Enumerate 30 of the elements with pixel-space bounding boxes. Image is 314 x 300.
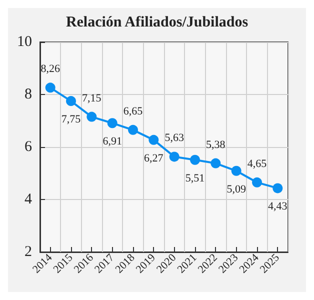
point bbox=[86, 112, 97, 122]
point bbox=[148, 134, 159, 145]
y-tick-label: 6 bbox=[24, 139, 32, 155]
data-label: 6,91 bbox=[102, 136, 122, 148]
data-label: 5,38 bbox=[206, 138, 226, 151]
data-label: 7,15 bbox=[82, 92, 102, 104]
data-label: 6,27 bbox=[144, 152, 164, 164]
y-tick-label: 10 bbox=[17, 34, 32, 50]
data-label: 5,09 bbox=[226, 183, 246, 196]
y-tick-label: 8 bbox=[24, 86, 32, 102]
point bbox=[128, 124, 138, 135]
data-label: 5,63 bbox=[164, 132, 184, 144]
chart-title: Relación Afiliados/Jubilados bbox=[66, 14, 248, 30]
point bbox=[272, 183, 283, 194]
data-label: 4,65 bbox=[247, 158, 268, 170]
data-label: 6,65 bbox=[123, 105, 144, 118]
point bbox=[252, 177, 262, 188]
point bbox=[210, 158, 221, 168]
y-tick-label: 2 bbox=[24, 244, 32, 260]
point bbox=[45, 82, 56, 93]
data-label: 7,75 bbox=[61, 114, 82, 126]
point bbox=[66, 96, 76, 106]
data-label: 8,26 bbox=[40, 63, 60, 76]
data-label: 5,51 bbox=[185, 172, 205, 184]
point bbox=[231, 166, 242, 176]
y-tick-label: 4 bbox=[24, 192, 32, 208]
point bbox=[169, 152, 180, 162]
point bbox=[190, 154, 200, 165]
data-label: 4,43 bbox=[268, 200, 288, 213]
point bbox=[107, 118, 118, 128]
